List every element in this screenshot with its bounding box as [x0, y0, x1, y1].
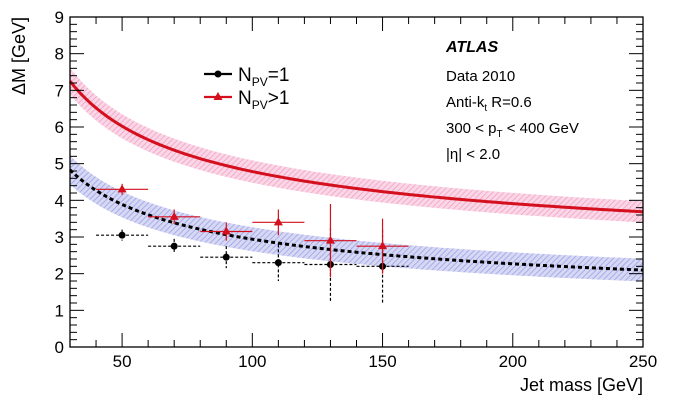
x-tick-label: 250	[629, 352, 657, 371]
legend-marker-npv1	[214, 70, 222, 78]
y-tick-label: 7	[55, 81, 64, 100]
fit-curves	[68, 80, 644, 272]
data-point-npvgt1	[378, 241, 388, 250]
dataset-label: Data 2010	[446, 68, 515, 85]
axis-ticks	[69, 16, 644, 348]
algorithm-label: Anti-kt R=0.6	[446, 94, 532, 114]
fit-curve-npvgt1	[68, 80, 644, 214]
pt-range-label: 300 < pT < 400 GeV	[446, 120, 579, 140]
y-tick-label: 8	[55, 45, 64, 64]
y-tick-label: 5	[55, 155, 64, 174]
legend-entry-npv1: NPV=1	[204, 65, 289, 89]
eta-cut-label: |η| < 2.0	[446, 146, 500, 163]
y-tick-label: 6	[55, 118, 64, 137]
data-point-npv1	[222, 253, 230, 261]
fit-curve-npv1	[68, 168, 644, 272]
tick-labels: 0 1 2 3 4 5 6 7 8 9 50 100 150 200 250	[55, 8, 658, 371]
y-tick-label: 4	[55, 191, 64, 210]
y-axis-title: ΔM [GeV]	[9, 17, 29, 95]
legend-label-npv1: NPV=1	[238, 65, 289, 89]
x-tick-label: 150	[368, 352, 396, 371]
data-point-npv1	[170, 242, 178, 250]
atlas-label: ATLAS	[445, 39, 498, 56]
data-point-npvgt1	[117, 184, 127, 193]
data-point-npvgt1	[221, 226, 231, 235]
data-point-npvgt1	[169, 211, 179, 220]
data-point-npv1	[118, 231, 126, 239]
x-tick-label: 100	[238, 352, 266, 371]
legend-marker-npvgt1	[213, 92, 223, 100]
annotation-block: ATLAS Data 2010 Anti-kt R=0.6 300 < pT <…	[445, 39, 579, 163]
y-tick-label: 1	[55, 301, 64, 320]
y-tick-label: 9	[55, 8, 64, 27]
data-point-npvgt1	[273, 217, 283, 226]
legend-label-npvgt1: NPV>1	[238, 88, 289, 112]
data-point-npv1	[274, 259, 282, 267]
x-tick-label: 50	[113, 352, 132, 371]
uncertainty-bands	[70, 67, 643, 282]
legend: NPV=1 NPV>1	[204, 65, 289, 112]
x-tick-label: 200	[499, 352, 527, 371]
x-axis-title: Jet mass [GeV]	[520, 375, 643, 395]
data-points	[96, 183, 409, 303]
data-point-npvgt1	[325, 235, 335, 244]
uncertainty-band-npvgt1	[70, 67, 643, 223]
y-tick-label: 0	[55, 338, 64, 357]
y-tick-label: 3	[55, 228, 64, 247]
legend-entry-npvgt1: NPV>1	[204, 88, 289, 112]
y-tick-label: 2	[55, 265, 64, 284]
